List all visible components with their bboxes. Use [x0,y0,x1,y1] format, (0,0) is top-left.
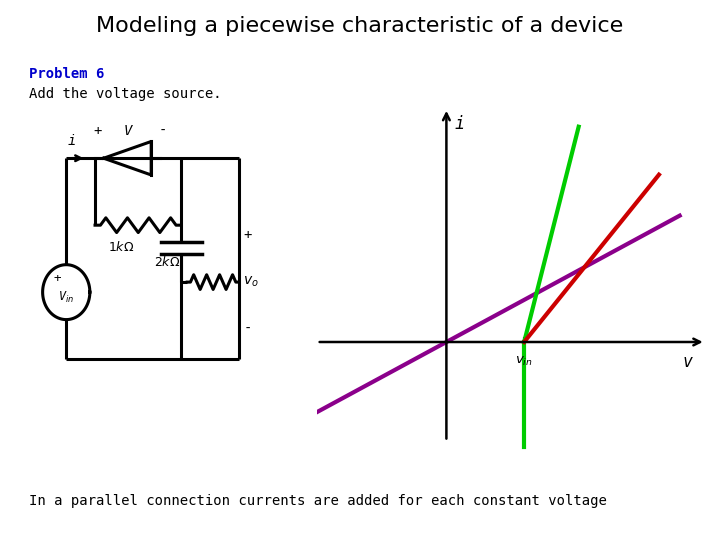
Text: V: V [124,124,132,138]
Text: $v_{in}$: $v_{in}$ [516,355,533,368]
Text: i: i [68,134,76,148]
Text: Modeling a piecewise characteristic of a device: Modeling a piecewise characteristic of a… [96,16,624,36]
Text: $1k\Omega$: $1k\Omega$ [108,240,134,254]
Text: $\mathregular{V}_{in}$: $\mathregular{V}_{in}$ [58,289,74,305]
Text: -: - [158,124,167,138]
Text: +: + [54,272,61,285]
Text: $2k\Omega$: $2k\Omega$ [154,255,180,269]
Text: +: + [94,124,102,138]
Text: i: i [454,115,464,133]
Text: In a parallel connection currents are added for each constant voltage: In a parallel connection currents are ad… [29,494,607,508]
Text: v: v [683,353,693,371]
Text: $v_o$: $v_o$ [243,275,259,289]
Text: +: + [243,228,252,242]
Text: -: - [243,322,252,336]
Text: Problem 6: Problem 6 [29,68,104,82]
Text: Add the voltage source.: Add the voltage source. [29,87,222,102]
